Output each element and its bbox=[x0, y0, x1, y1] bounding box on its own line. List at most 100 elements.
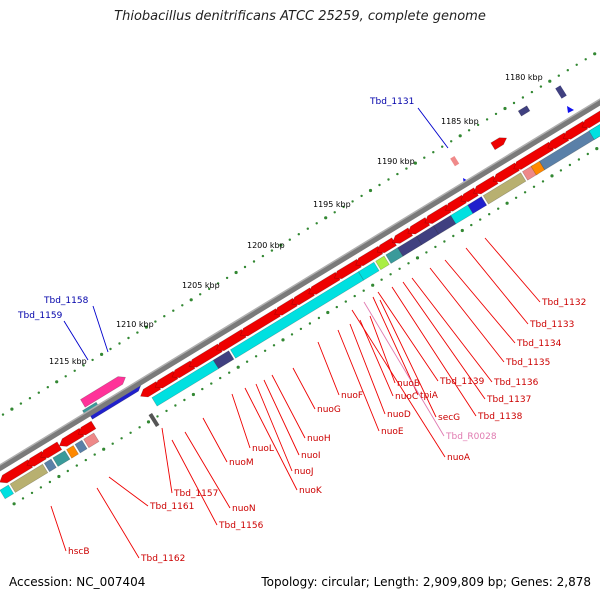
label-leader-line bbox=[108, 476, 149, 507]
gc-dot bbox=[208, 287, 211, 291]
gc-dot bbox=[423, 156, 426, 159]
gene-feature bbox=[40, 441, 63, 459]
label-leader-line bbox=[391, 286, 477, 417]
label-leader-line bbox=[359, 319, 394, 397]
gene-feature bbox=[375, 255, 390, 271]
gene-feature bbox=[52, 450, 71, 467]
gc-dot bbox=[539, 85, 543, 88]
gc-dot bbox=[485, 118, 489, 121]
gc-dot bbox=[174, 404, 177, 407]
gene-label: tpiA bbox=[420, 391, 439, 401]
gene-labels: Tbd_1131 Tbd_1158 Tbd_1159 Tbd_1132 Tbd_1133… bbox=[17, 97, 586, 564]
gc-dot bbox=[548, 79, 552, 83]
gc-dot bbox=[165, 409, 168, 413]
gene-feature bbox=[588, 123, 600, 141]
gc-dot bbox=[443, 240, 446, 243]
gc-dot bbox=[434, 245, 437, 249]
gene-label: Tbd_R0028 bbox=[445, 432, 497, 442]
label-leader-line bbox=[444, 259, 516, 344]
label-leader-line bbox=[372, 296, 419, 396]
gc-dot bbox=[297, 233, 300, 236]
gene-label: Tbd_1134 bbox=[516, 339, 562, 349]
gc-dot bbox=[512, 101, 516, 105]
label-leader-line bbox=[171, 439, 218, 526]
gc-dot bbox=[389, 273, 392, 276]
gene-label: nuoL bbox=[252, 444, 274, 454]
gc-dot bbox=[288, 238, 291, 241]
gc-dot bbox=[163, 315, 166, 318]
gc-dot bbox=[219, 376, 222, 380]
gc-dot bbox=[432, 151, 435, 154]
gc-dot bbox=[93, 453, 96, 456]
gene-feature bbox=[555, 85, 567, 99]
gene-label: nuoK bbox=[299, 486, 323, 496]
gc-dot bbox=[57, 474, 61, 479]
label-leader-line bbox=[63, 320, 89, 361]
gc-dot bbox=[21, 497, 25, 500]
gc-dot bbox=[566, 69, 569, 72]
label-leader-line bbox=[465, 247, 529, 325]
scale-ticks: 1180 kbp 1185 kbp 1190 kbp 1195 kbp 1200 kbp… bbox=[49, 73, 543, 366]
label-leader-line bbox=[379, 299, 437, 418]
label-leader-line bbox=[363, 301, 445, 437]
gc-dot bbox=[405, 167, 408, 170]
gc-dot bbox=[91, 358, 94, 362]
gc-dot bbox=[387, 178, 390, 181]
gc-dot bbox=[595, 147, 599, 151]
gene-feature bbox=[80, 376, 126, 408]
gc-dot bbox=[396, 172, 399, 176]
gc-dot bbox=[75, 464, 79, 467]
gc-dot bbox=[494, 112, 498, 116]
gc-dot bbox=[450, 140, 453, 143]
scale-tick-label: 1200 kbp bbox=[247, 241, 285, 250]
gene-label: nuoH bbox=[307, 434, 331, 444]
label-leader-line bbox=[255, 383, 293, 472]
gene-label: nuoJ bbox=[294, 467, 314, 477]
gene-feature bbox=[467, 196, 488, 214]
gene-feature bbox=[0, 484, 15, 500]
gc-dot bbox=[118, 342, 121, 345]
gene-feature bbox=[77, 420, 97, 436]
gc-dot bbox=[261, 254, 265, 258]
gc-dot bbox=[530, 90, 534, 94]
gc-dot bbox=[335, 305, 338, 309]
gc-dot bbox=[181, 304, 184, 307]
gene-label: Tbd_1132 bbox=[541, 298, 586, 308]
gc-dot bbox=[344, 300, 347, 303]
gc-dot bbox=[415, 256, 420, 260]
gc-dot bbox=[458, 134, 462, 138]
gene-label: Tbd_1139 bbox=[439, 377, 485, 387]
gene-label: nuoM bbox=[229, 458, 254, 468]
gc-dot bbox=[263, 349, 267, 352]
gc-dot bbox=[497, 207, 500, 210]
gc-dot bbox=[228, 371, 231, 374]
scale-tick-label: 1185 kbp bbox=[441, 117, 479, 126]
label-leader-lines bbox=[50, 107, 541, 559]
label-leader-line bbox=[369, 315, 396, 384]
genome-backbone-highlight bbox=[0, 98, 600, 466]
gc-dot bbox=[138, 426, 141, 429]
label-leader-line bbox=[231, 393, 251, 449]
gene-label: secG bbox=[438, 413, 460, 423]
gene-label: nuoB bbox=[397, 379, 420, 389]
gc-dot bbox=[550, 174, 554, 178]
gc-dot bbox=[577, 158, 581, 161]
gene-feature bbox=[9, 463, 49, 493]
gc-dot bbox=[48, 480, 52, 484]
scale-tick-label: 1205 kbp bbox=[182, 281, 220, 290]
label-leader-line bbox=[92, 305, 109, 353]
gc-dot bbox=[380, 278, 383, 281]
gc-dot bbox=[10, 407, 14, 411]
gene-label: nuoA bbox=[447, 453, 471, 463]
gc-dot bbox=[333, 211, 336, 214]
gc-dot bbox=[532, 185, 536, 188]
gc-dot bbox=[360, 194, 363, 198]
label-leader-line bbox=[161, 427, 173, 494]
gc-dot bbox=[243, 265, 247, 269]
gc-dot bbox=[189, 298, 193, 302]
scale-tick-label: 1180 kbp bbox=[505, 73, 543, 82]
gc-dot bbox=[55, 380, 59, 384]
gc-dot bbox=[324, 216, 328, 220]
label-leader-line bbox=[349, 323, 386, 415]
